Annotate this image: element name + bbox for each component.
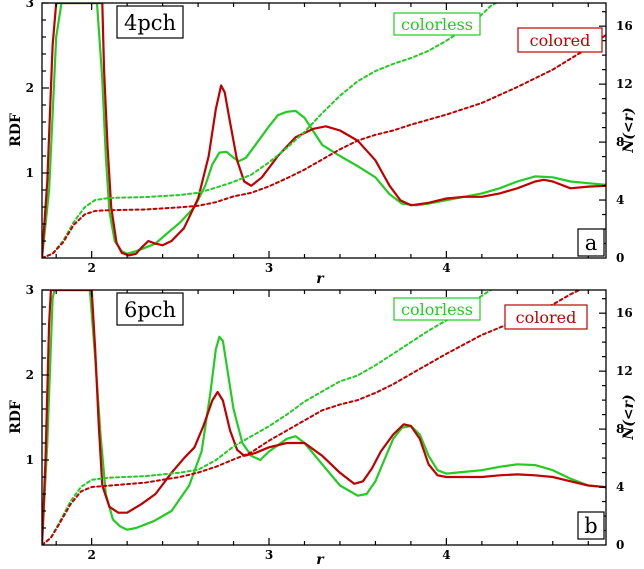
x-tick-label: 2 — [87, 548, 95, 562]
x-tick-label: 4 — [442, 548, 450, 562]
panel-letter: b — [584, 514, 597, 538]
x-axis-title: r — [316, 271, 325, 287]
label-box — [116, 292, 184, 326]
legend-colored: colored — [530, 31, 591, 50]
x-tick-label: 3 — [265, 548, 273, 562]
x-tick-label: 3 — [265, 261, 273, 275]
y-tick-label: 1 — [26, 166, 34, 180]
y2-axis-title: N(<r) — [621, 394, 637, 440]
series-colored-rdf-line — [42, 3, 606, 258]
plot-frame — [41, 289, 607, 546]
y2-tick-label: 8 — [616, 422, 624, 436]
series-colorless-cumulative-line — [42, 3, 497, 258]
series-colored-cumulative-line — [42, 290, 581, 545]
y-tick-label: 3 — [26, 0, 34, 10]
y-tick-label: 2 — [26, 81, 34, 95]
y2-tick-label: 16 — [616, 306, 633, 320]
x-tick-label: 2 — [87, 261, 95, 275]
panel-label: 4pch — [124, 11, 176, 35]
y2-tick-label: 0 — [616, 538, 624, 552]
legend-box-colored — [504, 304, 588, 330]
series-colorless-cumulative-line — [42, 290, 492, 545]
y2-tick-label: 0 — [616, 251, 624, 265]
series-colored-cumulative-line — [42, 33, 606, 258]
legend-colorless: colorless — [401, 15, 473, 34]
y2-tick-label: 4 — [616, 480, 624, 494]
panel-letter-box — [577, 511, 605, 540]
panel-label: 6pch — [124, 298, 176, 322]
y2-tick-label: 12 — [616, 364, 633, 378]
y-axis-title: RDF — [8, 113, 24, 147]
plot-frame — [41, 2, 607, 259]
y2-tick-label: 16 — [616, 19, 633, 33]
panel-letter: a — [585, 231, 598, 255]
y2-axis-title: N(<r) — [621, 107, 637, 153]
y2-tick-label: 8 — [616, 135, 624, 149]
y-tick-label: 3 — [26, 283, 34, 297]
y-tick-label: 1 — [26, 453, 34, 467]
curves-layer — [42, 3, 606, 258]
x-axis-title: r — [316, 552, 325, 568]
panel-letter-box — [577, 228, 605, 257]
legend-box-colorless — [393, 12, 481, 36]
x-tick-label: 4 — [442, 261, 450, 275]
legend-box-colored — [517, 27, 603, 53]
legend-colorless: colorless — [401, 300, 473, 319]
legend-colored: colored — [516, 308, 577, 327]
series-colorless-rdf-line — [42, 290, 606, 545]
y2-tick-label: 4 — [616, 193, 624, 207]
y-axis-title: RDF — [8, 400, 24, 434]
y-tick-label: 2 — [26, 368, 34, 382]
curves-layer — [42, 290, 606, 545]
legend-box-colorless — [393, 297, 481, 321]
series-colored-rdf-line — [42, 290, 606, 545]
label-box — [116, 5, 184, 39]
y2-tick-label: 12 — [616, 77, 633, 91]
